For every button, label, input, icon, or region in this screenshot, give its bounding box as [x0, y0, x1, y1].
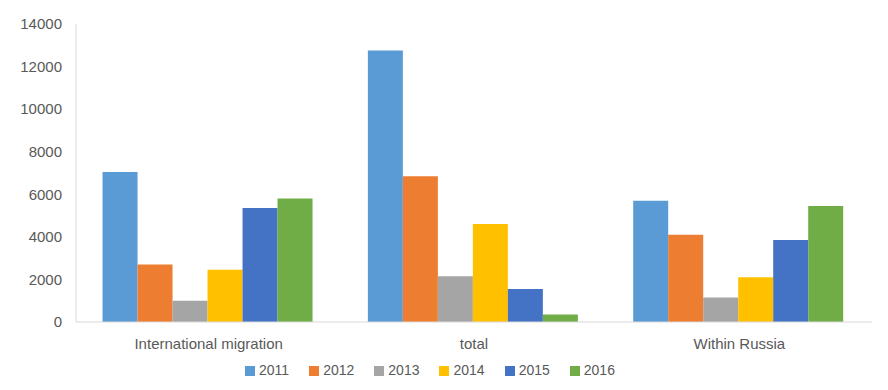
svg-text:total: total [460, 335, 488, 352]
html-text:2015: 2015 [518, 362, 550, 378]
svg-text:6000: 6000 [29, 186, 62, 203]
svg-text:0: 0 [54, 313, 62, 330]
svg-text:International migration: International migration [134, 335, 282, 352]
svg-text:4000: 4000 [29, 228, 62, 245]
svg-text:14000: 14000 [20, 15, 62, 32]
svg-text:8000: 8000 [29, 143, 62, 160]
html-text:2011: 2011 [259, 362, 290, 378]
svg-text:2000: 2000 [29, 271, 62, 288]
html-text:2016: 2016 [583, 362, 615, 378]
html-text:2012: 2012 [323, 362, 355, 378]
svg-text:12000: 12000 [20, 58, 62, 75]
html-text:2013: 2013 [388, 362, 420, 378]
svg-text:10000: 10000 [20, 100, 62, 117]
svg-text:Within Russia: Within Russia [693, 335, 785, 352]
html-text:2014: 2014 [453, 362, 485, 378]
